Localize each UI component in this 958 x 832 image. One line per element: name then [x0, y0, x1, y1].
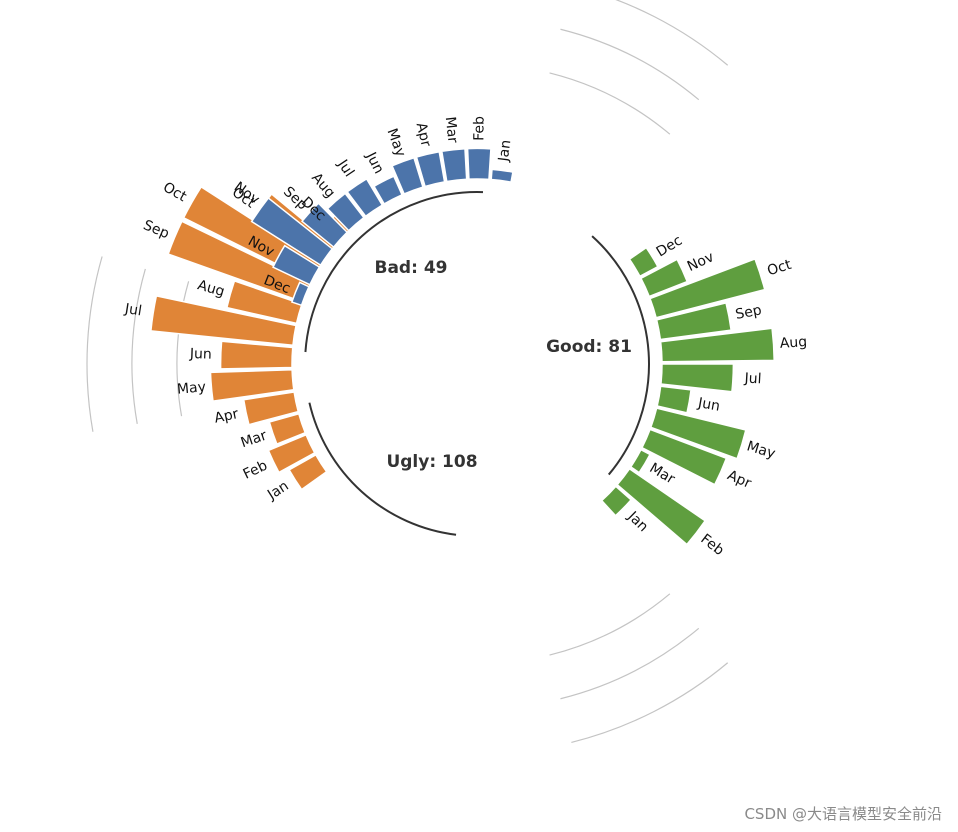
gap-arc — [86, 256, 103, 432]
bar-bad-mar — [440, 147, 468, 183]
gap-arc — [549, 72, 671, 135]
bar-bad-jan — [490, 168, 514, 184]
ugly-ring-arc — [308, 402, 457, 536]
bar-bad-sep — [300, 202, 349, 249]
bar-good-aug — [659, 327, 775, 363]
decorative-arcs — [86, 0, 729, 744]
month-label-ugly-jun: Jun — [189, 346, 212, 363]
month-label-bad-may: May — [384, 126, 409, 159]
month-label-good-jan: Jan — [624, 508, 651, 535]
bar-bad-oct — [250, 196, 334, 267]
bar-ugly-jul — [150, 294, 297, 347]
month-label-bad-jul: Jul — [334, 156, 357, 180]
gap-arc — [176, 281, 190, 417]
bar-good-jun — [656, 385, 692, 414]
month-label-good-aug: Aug — [779, 334, 807, 352]
group-labels-layer: Good: 81 Ugly: 108 Bad: 49 — [304, 191, 650, 536]
bars-layer — [150, 147, 775, 546]
month-label-bad-jun: Jun — [362, 149, 387, 177]
bar-good-mar — [629, 448, 652, 474]
month-label-good-jun: Jun — [696, 395, 721, 415]
bar-bad-jul — [346, 177, 384, 218]
bar-ugly-jan — [288, 453, 328, 491]
gap-arc — [571, 662, 729, 744]
month-label-ugly-jul: Jul — [123, 301, 143, 320]
bar-good-apr — [640, 428, 728, 486]
month-label-ugly-may: May — [176, 379, 206, 397]
bar-good-nov — [639, 258, 689, 298]
group-label-good: Good: 81 — [546, 337, 632, 357]
bar-ugly-jun — [219, 340, 294, 370]
month-label-ugly-mar: Mar — [239, 428, 269, 452]
bar-bad-nov — [272, 244, 321, 286]
bar-bad-may — [391, 156, 424, 195]
bar-bad-apr — [415, 150, 446, 188]
month-label-good-nov: Nov — [685, 249, 717, 275]
month-label-ugly-feb: Feb — [241, 458, 270, 483]
bar-good-feb — [616, 467, 707, 546]
bar-good-dec — [628, 246, 659, 278]
bar-bad-dec — [290, 281, 310, 307]
month-label-good-dec: Dec — [654, 233, 685, 261]
month-label-good-sep: Sep — [734, 302, 763, 323]
month-label-ugly-oct: Oct — [160, 179, 189, 205]
month-label-ugly-apr: Apr — [213, 406, 240, 427]
group-label-bad: Bad: 49 — [375, 258, 448, 278]
month-label-good-oct: Oct — [765, 257, 793, 280]
bar-bad-aug — [326, 192, 365, 232]
watermark: CSDN @大语言模型安全前沿 — [744, 805, 942, 823]
gap-arc — [549, 593, 671, 656]
bar-bad-feb — [466, 147, 492, 181]
month-label-bad-apr: Apr — [413, 121, 434, 148]
month-label-good-may: May — [745, 438, 777, 462]
month-label-bad-mar: Mar — [442, 116, 461, 144]
bad-ring-arc — [304, 191, 484, 353]
bar-ugly-mar — [268, 412, 307, 446]
good-ring-arc — [591, 235, 650, 476]
gap-arc — [560, 28, 700, 101]
month-label-bad-jan: Jan — [496, 139, 515, 163]
month-label-ugly-aug: Aug — [196, 277, 227, 300]
bar-good-jan — [600, 485, 633, 517]
gap-arc — [615, 0, 729, 66]
gap-arc — [131, 268, 146, 425]
bar-ugly-apr — [242, 391, 300, 426]
gap-arc — [560, 627, 700, 700]
month-label-good-feb: Feb — [697, 531, 726, 559]
bar-ugly-aug — [225, 279, 303, 325]
bar-good-sep — [655, 301, 732, 341]
bar-ugly-feb — [267, 433, 316, 474]
month-label-ugly-sep: Sep — [141, 217, 172, 242]
group-label-ugly: Ugly: 108 — [386, 452, 477, 472]
month-label-bad-feb: Feb — [471, 116, 487, 141]
bar-bad-jun — [372, 175, 404, 205]
bar-good-jul — [660, 363, 735, 393]
month-label-ugly-jan: Jan — [264, 478, 292, 504]
bar-good-oct — [649, 257, 766, 319]
month-label-good-jul: Jul — [743, 370, 762, 387]
month-label-good-apr: Apr — [725, 467, 754, 492]
bar-ugly-may — [209, 369, 295, 402]
bar-good-may — [649, 407, 747, 460]
